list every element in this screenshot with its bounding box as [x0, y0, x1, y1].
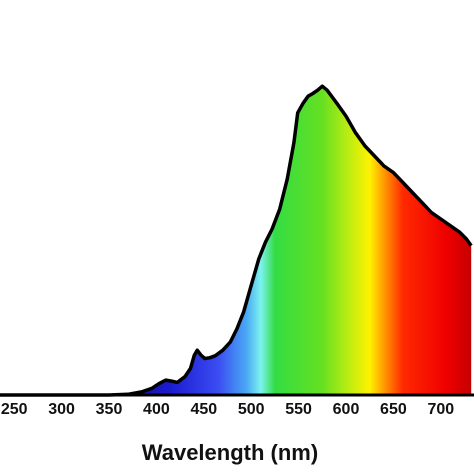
x-tick-label: 500 [238, 401, 265, 418]
x-tick-label: 650 [380, 401, 407, 418]
spectrum-curve [0, 84, 473, 397]
spectrum-area-fill [0, 86, 472, 395]
x-tick-label: 550 [285, 401, 312, 418]
x-tick-labels: 250 300 350 400 450 500 550 600 650 700 [1, 401, 454, 418]
x-tick-label: 250 [1, 401, 28, 418]
x-tick-label: 600 [333, 401, 360, 418]
x-tick-label: 350 [96, 401, 123, 418]
x-tick-label: 450 [190, 401, 217, 418]
x-axis-title: Wavelength (nm) [142, 440, 318, 465]
x-tick-label: 700 [427, 401, 454, 418]
x-tick-label: 300 [48, 401, 75, 418]
x-tick-label: 400 [143, 401, 170, 418]
